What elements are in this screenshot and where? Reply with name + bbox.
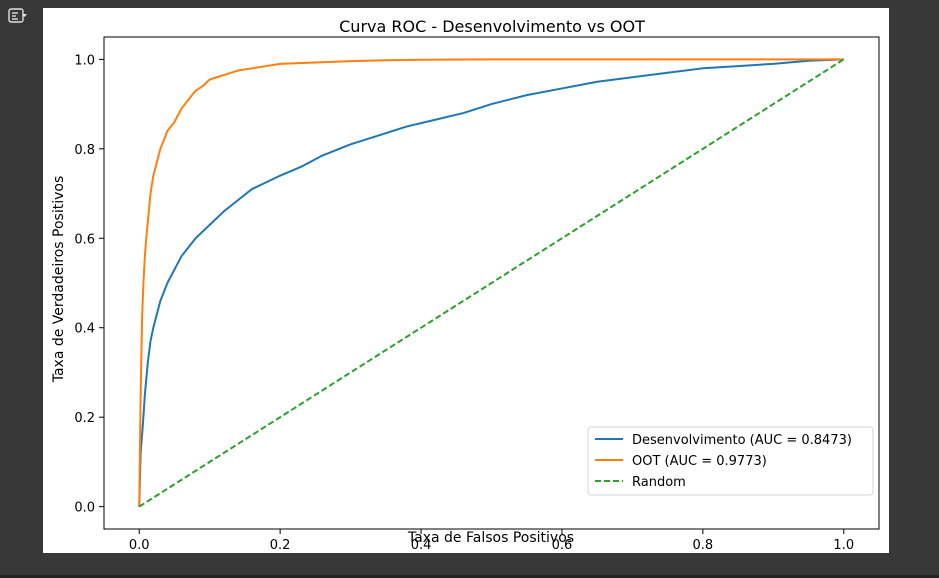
plot-area bbox=[138, 58, 845, 508]
chart-figure: Curva ROC - Desenvolvimento vs OOT 0.0 0.… bbox=[43, 8, 889, 553]
series-line-0 bbox=[138, 58, 844, 507]
bottom-divider bbox=[0, 575, 939, 578]
x-tick-label: 0.0 bbox=[129, 538, 150, 553]
y-tick-label: 0.0 bbox=[74, 501, 95, 516]
roc-chart: Curva ROC - Desenvolvimento vs OOT 0.0 0.… bbox=[51, 17, 880, 553]
x-axis-label: Taxa de Falsos Positivos bbox=[407, 530, 574, 546]
y-tick-label: 0.2 bbox=[74, 411, 95, 426]
y-tick-label: 0.8 bbox=[74, 143, 95, 158]
legend-label-2: Random bbox=[632, 475, 686, 490]
y-axis: 0.0 0.2 0.4 0.6 0.8 1.0 bbox=[74, 53, 104, 516]
y-axis-label: Taxa de Verdadeiros Positivos bbox=[51, 176, 67, 384]
axes-frame bbox=[103, 36, 880, 530]
y-tick-label: 0.6 bbox=[74, 232, 95, 247]
series-line-2 bbox=[138, 58, 845, 508]
chart-title: Curva ROC - Desenvolvimento vs OOT bbox=[339, 17, 645, 36]
output-toggle-icon[interactable] bbox=[8, 8, 28, 24]
y-tick-label: 0.4 bbox=[74, 322, 95, 337]
x-tick-label: 0.4 bbox=[411, 538, 432, 553]
y-tick-label: 1.0 bbox=[74, 53, 95, 68]
x-axis: 0.0 0.2 0.4 0.6 0.8 1.0 bbox=[129, 529, 854, 553]
legend-label-0: Desenvolvimento (AUC = 0.8473) bbox=[632, 433, 852, 448]
x-tick-label: 0.8 bbox=[693, 538, 714, 553]
x-tick-label: 1.0 bbox=[833, 538, 854, 553]
legend: Desenvolvimento (AUC = 0.8473) OOT (AUC =… bbox=[587, 426, 874, 496]
x-tick-label: 0.6 bbox=[552, 538, 573, 553]
series-line-1 bbox=[138, 58, 844, 507]
legend-label-1: OOT (AUC = 0.9773) bbox=[632, 454, 767, 469]
x-tick-label: 0.2 bbox=[270, 538, 291, 553]
legend-box bbox=[587, 426, 874, 496]
